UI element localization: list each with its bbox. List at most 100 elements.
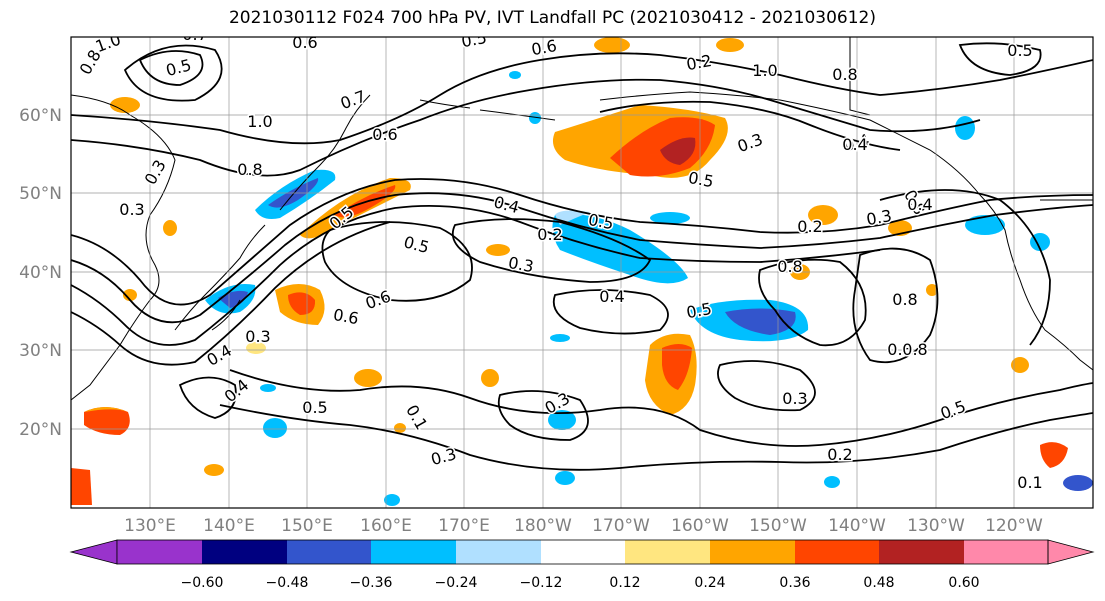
contour-nw-1 <box>138 50 204 86</box>
contour-ne-1 <box>958 42 1042 76</box>
pos-blob-7 <box>486 244 510 256</box>
contour-label: 0.8 <box>892 290 917 309</box>
contour-east-1 <box>852 247 939 364</box>
neg-blob-14 <box>384 494 400 506</box>
pos-region-alaska-max <box>660 137 696 165</box>
contour-label: 0.6 <box>530 36 558 59</box>
contour-south-3 <box>497 390 589 441</box>
colorbar-tick-9: 0.48 <box>863 575 894 591</box>
neg-blob-4 <box>650 212 690 224</box>
colorbar-segment-6 <box>541 540 625 564</box>
lon-label-180w: 180°W <box>514 516 572 536</box>
pos-blob-14 <box>926 284 938 296</box>
contour-label: 0.8 <box>832 65 857 84</box>
colorbar-segment-8 <box>710 540 795 564</box>
neg-blob-6 <box>263 418 287 438</box>
colorbar-tick-10: 0.60 <box>948 575 979 591</box>
contour-label: 0.7 <box>182 25 207 44</box>
pos-blob-2 <box>594 37 630 53</box>
pos-blob-13 <box>123 289 137 301</box>
neg-blob-1 <box>955 116 975 140</box>
colorbar-outline <box>116 539 1049 565</box>
colorbar-tick-3: −0.36 <box>350 575 393 591</box>
contour-loop-3 <box>321 221 473 302</box>
contour-east-2 <box>879 189 1051 346</box>
contour-nw-2 <box>123 44 223 102</box>
contour-label: 0.4 <box>842 135 867 154</box>
contour-label: 0.5 <box>1007 41 1032 60</box>
colorbar-tick-1: −0.60 <box>181 575 224 591</box>
pos-region-hawaii <box>1040 442 1068 468</box>
colorbar: −0.60 −0.48 −0.36 −0.24 −0.12 0.12 0.24 … <box>69 539 1095 591</box>
lon-label-120w: 120°W <box>985 516 1043 536</box>
neg-blob-12 <box>509 71 521 79</box>
longitude-labels: 130°E 140°E 150°E 160°E 170°E 180°W 170°… <box>124 516 1043 536</box>
colorbar-segment-1 <box>117 540 202 564</box>
pos-region-sw-corner <box>71 468 92 505</box>
pos-region-subtropical-core <box>662 344 692 390</box>
pos-region-west-pacific <box>84 407 130 435</box>
lat-label-60: 60°N <box>19 106 62 126</box>
colorbar-segment-4 <box>371 540 456 564</box>
neg-blob-2 <box>965 215 1005 235</box>
contour-label: 0.6 <box>292 33 317 52</box>
neg-blob-13 <box>260 384 276 392</box>
lon-label-160e: 160°E <box>360 516 412 536</box>
colorbar-extend-right <box>1047 539 1095 565</box>
pos-region-alaska-core <box>610 117 715 177</box>
coast-alaska <box>599 91 1093 371</box>
lon-label-170e: 170°E <box>438 516 490 536</box>
contour-south-4 <box>717 360 816 412</box>
contour-jet-1 <box>71 178 1093 306</box>
colorbar-segment-9 <box>795 540 879 564</box>
lat-label-40: 40°N <box>19 263 62 283</box>
contour-mid-1 <box>552 289 669 335</box>
neg-blob-7 <box>1063 475 1093 491</box>
lon-label-150w: 150°W <box>749 516 807 536</box>
contour-south-1 <box>229 369 1093 447</box>
contour-label: 0.4 <box>599 287 624 306</box>
neg-blob-8 <box>555 471 575 485</box>
pos-region-japan-east-core <box>288 292 316 315</box>
contour-label: 0.8 <box>887 340 912 359</box>
lon-label-130w: 130°W <box>907 516 965 536</box>
contour-label: 0.5 <box>402 232 432 257</box>
pos-blob-3 <box>716 38 744 52</box>
contour-label: 0.6 <box>372 125 397 144</box>
pos-blob-12 <box>163 220 177 236</box>
colorbar-segment-10 <box>879 540 964 564</box>
coast-us-border <box>849 37 1093 201</box>
contour-jet-4 <box>71 221 391 366</box>
contour-label: 0.8 <box>237 160 262 179</box>
contour-label: 1.0 <box>752 61 777 80</box>
neg-blob-9 <box>824 476 840 488</box>
contour-jet-2 <box>71 192 1093 324</box>
pos-blob-4 <box>808 205 838 225</box>
contour-label: 1.0 <box>247 112 272 131</box>
colorbar-tick-6: 0.12 <box>609 575 640 591</box>
pos-blob-8 <box>354 369 382 387</box>
lat-label-20: 20°N <box>19 420 62 440</box>
contours <box>71 42 1093 471</box>
colorbar-segment-2 <box>202 540 287 564</box>
pos-blob-10 <box>204 464 224 476</box>
lon-label-140w: 140°W <box>828 516 886 536</box>
lat-label-30: 30°N <box>19 341 62 361</box>
contour-label: 0.2 <box>685 51 713 74</box>
contour-label: 0.3 <box>245 327 270 346</box>
lat-label-50: 50°N <box>19 184 62 204</box>
map-title: 2021030112 F024 700 hPa PV, IVT Landfall… <box>228 8 876 28</box>
contour-label: 0.4 <box>907 195 932 214</box>
coast-japan <box>174 224 266 331</box>
colorbar-tick-4: −0.24 <box>435 575 478 591</box>
contour-sw-1 <box>178 376 237 419</box>
colorbar-segment-5 <box>456 540 541 564</box>
lon-label-160w: 160°W <box>671 516 729 536</box>
contour-north-3 <box>599 100 901 151</box>
contour-label: 0.1 <box>1017 473 1042 492</box>
contour-label: 0.3 <box>782 389 807 408</box>
colorbar-tick-8: 0.36 <box>779 575 810 591</box>
colorbar-tick-7: 0.24 <box>694 575 725 591</box>
contour-label: 0.2 <box>797 217 822 236</box>
contour-south-2 <box>219 404 1093 471</box>
